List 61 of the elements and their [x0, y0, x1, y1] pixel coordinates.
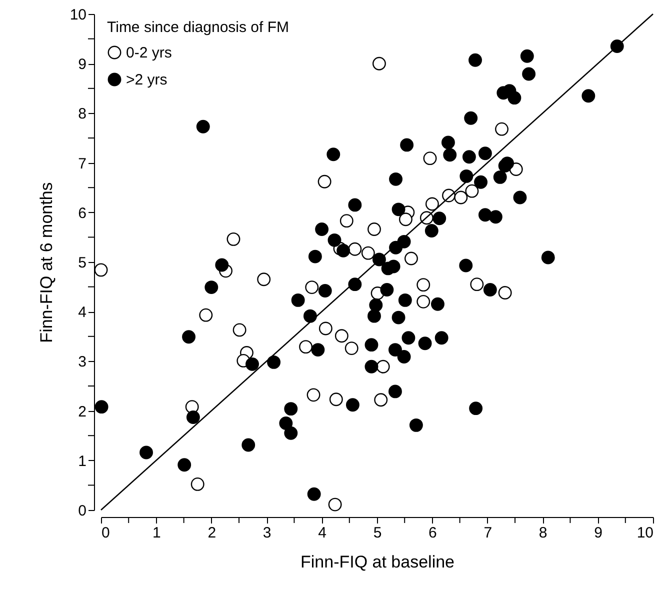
x-tick-label: 10	[636, 524, 654, 542]
point	[199, 308, 213, 322]
point	[328, 498, 342, 512]
point	[404, 252, 418, 266]
point	[470, 278, 484, 292]
point	[329, 392, 343, 406]
legend-label: >2 yrs	[126, 72, 168, 88]
x-tick-label: 1	[152, 524, 161, 542]
point	[423, 152, 437, 166]
point	[257, 272, 271, 286]
y-tick-label: 9	[78, 56, 86, 74]
point	[454, 190, 468, 204]
x-tick-label: 9	[594, 524, 602, 542]
x-tick-label: 3	[262, 524, 272, 542]
point	[368, 222, 381, 236]
x-tick-label: 2	[208, 524, 216, 542]
y-tick-label: 7	[78, 155, 86, 172]
point	[376, 360, 390, 374]
point	[318, 322, 332, 336]
y-tick-label: 4	[78, 304, 86, 322]
x-tick-label: 4	[318, 524, 326, 542]
y-tick-label: 6	[78, 204, 86, 222]
point	[306, 388, 320, 402]
y-tick-label: 2	[78, 403, 86, 420]
point	[348, 242, 362, 256]
point	[232, 323, 246, 337]
x-tick-label: 7	[484, 524, 492, 542]
y-tick-label: 5	[78, 254, 86, 272]
point	[344, 342, 358, 356]
point	[334, 329, 348, 343]
point	[226, 232, 240, 246]
point	[299, 340, 313, 354]
y-tick-label: 8	[78, 106, 86, 123]
y-axis-title: Finn-FIQ at 6 months	[36, 182, 56, 343]
legend-title: Time since diagnosis of FM	[107, 19, 290, 36]
point	[416, 278, 430, 292]
point	[305, 280, 319, 294]
x-tick-label: 0	[102, 524, 110, 542]
point	[425, 197, 439, 211]
point	[465, 184, 479, 198]
x-tick-label: 6	[428, 524, 437, 542]
x-tick-label: 5	[373, 524, 382, 542]
y-tick-label: 0	[78, 502, 86, 520]
point	[398, 212, 412, 226]
point	[361, 246, 375, 260]
point	[340, 214, 354, 228]
x-tick-label: 8	[538, 524, 548, 542]
y-tick-label: 10	[70, 6, 86, 24]
legend-label: 0-2 yrs	[126, 44, 172, 62]
y-tick-label: 1	[78, 452, 86, 470]
point	[372, 56, 386, 70]
point	[190, 477, 204, 491]
y-tick-label: 3	[78, 354, 86, 371]
point	[416, 294, 430, 308]
x-axis-title: Finn-FIQ at baseline	[300, 552, 455, 572]
point	[495, 122, 508, 136]
point	[318, 174, 332, 188]
point	[94, 263, 108, 277]
point	[498, 286, 512, 300]
point	[374, 393, 388, 407]
point	[509, 162, 523, 176]
